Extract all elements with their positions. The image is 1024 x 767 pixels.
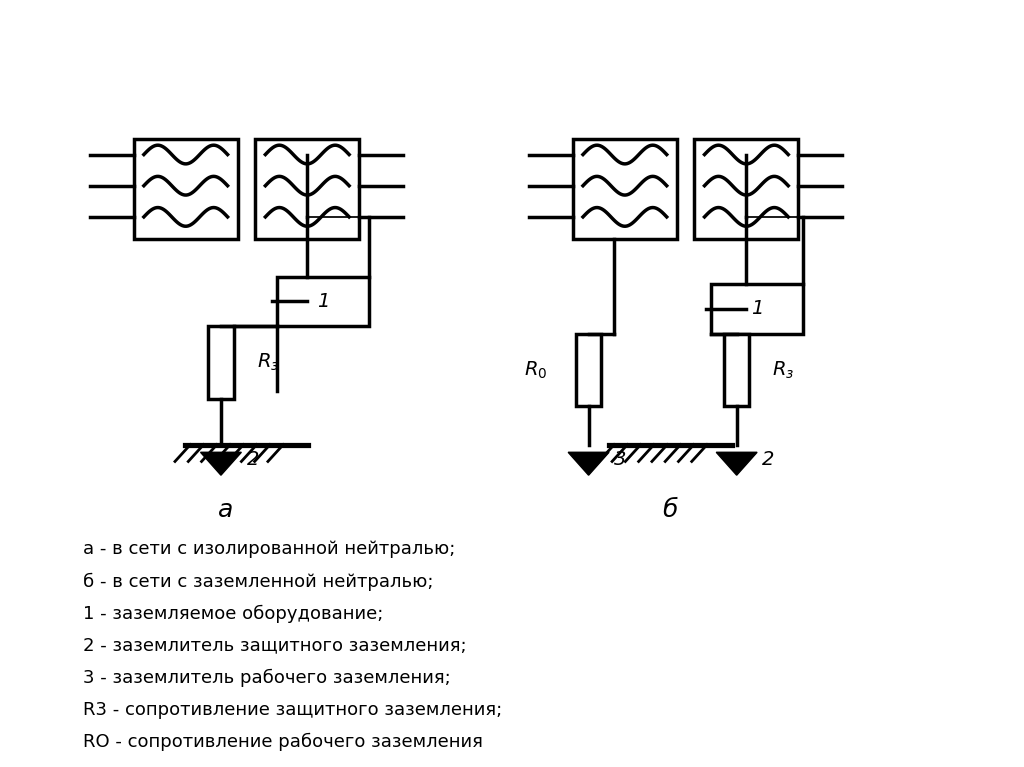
Text: б - в сети с заземленной нейтралью;: б - в сети с заземленной нейтралью; [83,572,433,591]
Polygon shape [716,453,757,476]
Text: $R_з$: $R_з$ [257,352,279,373]
Text: б: б [663,498,678,522]
Text: 2 - заземлитель защитного заземления;: 2 - заземлитель защитного заземления; [83,637,467,654]
Text: 2: 2 [762,450,774,469]
Bar [134,139,238,239]
Bar [575,334,601,407]
Text: 1: 1 [316,292,330,311]
Bar [711,284,803,334]
Bar [208,326,233,399]
Text: 3 - заземлитель рабочего заземления;: 3 - заземлитель рабочего заземления; [83,669,451,686]
Bar [724,334,750,407]
Text: 1: 1 [751,299,763,318]
Text: R3 - сопротивление защитного заземления;: R3 - сопротивление защитного заземления; [83,700,503,719]
Polygon shape [568,453,609,476]
Bar [572,139,677,239]
Text: 1 - заземляемое оборудование;: 1 - заземляемое оборудование; [83,604,383,623]
Text: 2: 2 [247,450,259,469]
Text: а: а [218,498,233,522]
Bar [694,139,799,239]
Bar [278,277,369,326]
Bar [255,139,359,239]
Text: $R_0$: $R_0$ [524,360,548,380]
Text: а - в сети с изолированной нейтралью;: а - в сети с изолированной нейтралью; [83,540,456,558]
Text: 3: 3 [614,450,627,469]
Text: RO - сопротивление рабочего заземления: RO - сопротивление рабочего заземления [83,732,483,751]
Polygon shape [201,453,242,476]
Text: $R_з$: $R_з$ [772,360,795,380]
